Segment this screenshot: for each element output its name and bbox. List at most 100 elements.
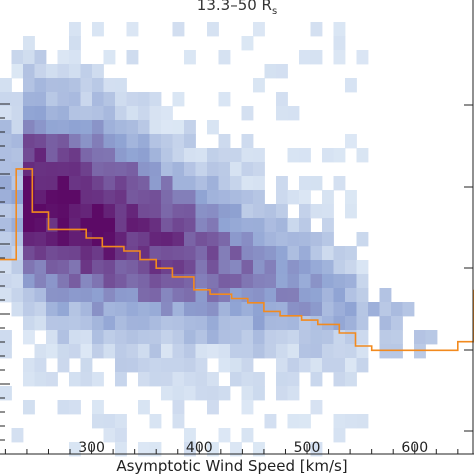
heatmap-cell — [0, 218, 12, 233]
chart-title-main: 13.3–50 R — [197, 0, 272, 14]
heatmap-cell — [126, 120, 139, 135]
heatmap-cell — [172, 134, 185, 149]
heatmap-cell — [46, 204, 58, 219]
heatmap-cell — [184, 176, 196, 191]
heatmap-cell — [276, 64, 288, 79]
heatmap-cell — [115, 330, 127, 345]
heatmap-cell — [299, 190, 311, 205]
heatmap-cell — [172, 232, 185, 247]
heatmap-cell — [218, 246, 231, 261]
heatmap-cell — [23, 330, 35, 345]
heatmap-cell — [264, 274, 277, 289]
heatmap-cell — [299, 330, 311, 345]
heatmap-cell — [149, 274, 162, 289]
heatmap-cell — [80, 176, 93, 191]
heatmap-cell — [0, 78, 12, 93]
heatmap-cell — [23, 274, 35, 289]
heatmap-cell — [103, 162, 116, 177]
heatmap-cell — [230, 232, 242, 247]
heatmap-cell — [195, 148, 208, 163]
heatmap-cell — [345, 316, 357, 331]
heatmap-cell — [92, 190, 104, 205]
heatmap-cell — [345, 358, 357, 373]
heatmap-cell — [138, 288, 150, 303]
heatmap-cell — [299, 288, 311, 303]
heatmap-cell — [34, 372, 47, 387]
heatmap-cell — [287, 330, 300, 345]
heatmap-cell — [310, 344, 323, 359]
heatmap-cell — [195, 218, 208, 233]
heatmap-cell — [172, 288, 185, 303]
heatmap-cell — [218, 274, 231, 289]
heatmap-cell — [345, 260, 357, 275]
heatmap-cell — [103, 232, 116, 247]
heatmap-cell — [322, 288, 334, 303]
heatmap-cell — [414, 330, 426, 345]
heatmap-cell — [322, 274, 334, 289]
heatmap-cell — [34, 246, 47, 261]
heatmap-cell — [253, 246, 265, 261]
heatmap-cell — [414, 344, 426, 359]
heatmap-cell — [138, 218, 150, 233]
heatmap-cell — [80, 274, 93, 289]
heatmap-cell — [253, 372, 265, 387]
heatmap-cell — [57, 344, 70, 359]
heatmap-cell — [138, 330, 150, 345]
heatmap-cell — [195, 316, 208, 331]
heatmap-cell — [0, 260, 12, 275]
heatmap-cell — [46, 372, 58, 387]
heatmap-cell — [287, 316, 300, 331]
heatmap-cell — [172, 218, 185, 233]
heatmap-cell — [23, 120, 35, 135]
heatmap-cell — [172, 22, 185, 37]
heatmap-cell — [34, 120, 47, 135]
heatmap-cell — [253, 190, 265, 205]
heatmap-cell — [23, 148, 35, 163]
heatmap-cell — [322, 330, 334, 345]
heatmap-cell — [379, 344, 392, 359]
heatmap-cell — [103, 288, 116, 303]
heatmap-cell — [195, 344, 208, 359]
heatmap-cell — [379, 316, 392, 331]
heatmap-cell — [69, 330, 81, 345]
heatmap-cell — [218, 316, 231, 331]
heatmap-cell — [92, 372, 104, 387]
heatmap-cell — [356, 358, 369, 373]
heatmap-cell — [230, 330, 242, 345]
heatmap-cell — [218, 162, 231, 177]
heatmap-cell — [333, 302, 346, 317]
heatmap-cell — [333, 428, 346, 443]
heatmap-cell — [80, 218, 93, 233]
heatmap-cell — [46, 316, 58, 331]
heatmap-cell — [57, 148, 70, 163]
heatmap-cell — [218, 302, 231, 317]
heatmap-cell — [92, 344, 104, 359]
heatmap-cell — [287, 372, 300, 387]
heatmap-cell — [57, 246, 70, 261]
heatmap-cell — [184, 316, 196, 331]
heatmap-cell — [46, 246, 58, 261]
heatmap-cell — [195, 190, 208, 205]
heatmap-cell — [138, 134, 150, 149]
heatmap-cell — [69, 106, 81, 121]
heatmap-cell — [115, 78, 127, 93]
heatmap-cell — [207, 22, 219, 37]
heatmap-cell — [207, 386, 219, 401]
heatmap-cell — [103, 92, 116, 107]
heatmap-cell — [0, 344, 12, 359]
heatmap-cell — [149, 330, 162, 345]
heatmap-cell — [161, 246, 173, 261]
heatmap-cell — [218, 176, 231, 191]
heatmap-cell — [103, 260, 116, 275]
heatmap-cell — [115, 442, 127, 457]
heatmap-cell — [241, 372, 254, 387]
heatmap-cell — [138, 274, 150, 289]
heatmap-cell — [57, 106, 70, 121]
heatmap-cell — [184, 302, 196, 317]
heatmap-cell — [92, 106, 104, 121]
heatmap-cell — [207, 288, 219, 303]
heatmap-cell — [253, 302, 265, 317]
heatmap-cell — [172, 120, 185, 135]
heatmap-cell — [69, 260, 81, 275]
heatmap-cell — [149, 358, 162, 373]
